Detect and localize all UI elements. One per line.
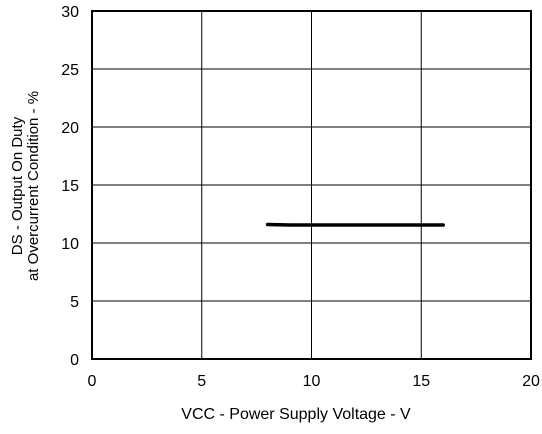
x-tick-label: 0 xyxy=(88,373,97,390)
y-axis-label-line-2: at Overcurrent Condition - % xyxy=(25,91,42,281)
y-tick-label: 25 xyxy=(61,62,79,79)
y-axis-label-line-1: DS - Output On Duty xyxy=(9,116,26,255)
series-line xyxy=(265,222,445,227)
x-axis-label: VCC - Power Supply Voltage - V xyxy=(181,406,411,423)
plot-frame xyxy=(91,10,532,360)
y-tick-label: 5 xyxy=(70,294,79,311)
y-tick-label: 0 xyxy=(70,352,79,369)
series-layer xyxy=(265,222,445,227)
x-tick-labels: 0 5 10 15 20 xyxy=(88,373,540,390)
y-axis-label: DS - Output On Duty at Overcurrent Condi… xyxy=(9,91,42,281)
y-tick-label: 30 xyxy=(61,4,79,21)
grid xyxy=(91,10,532,360)
x-tick-label: 5 xyxy=(197,373,206,390)
y-tick-label: 20 xyxy=(61,120,79,137)
x-tick-label: 15 xyxy=(412,373,430,390)
y-tick-label: 15 xyxy=(61,178,79,195)
y-tick-labels: 0 5 10 15 20 25 30 xyxy=(61,4,79,369)
y-tick-label: 10 xyxy=(61,236,79,253)
x-tick-label: 10 xyxy=(303,373,321,390)
x-tick-label: 20 xyxy=(522,373,540,390)
